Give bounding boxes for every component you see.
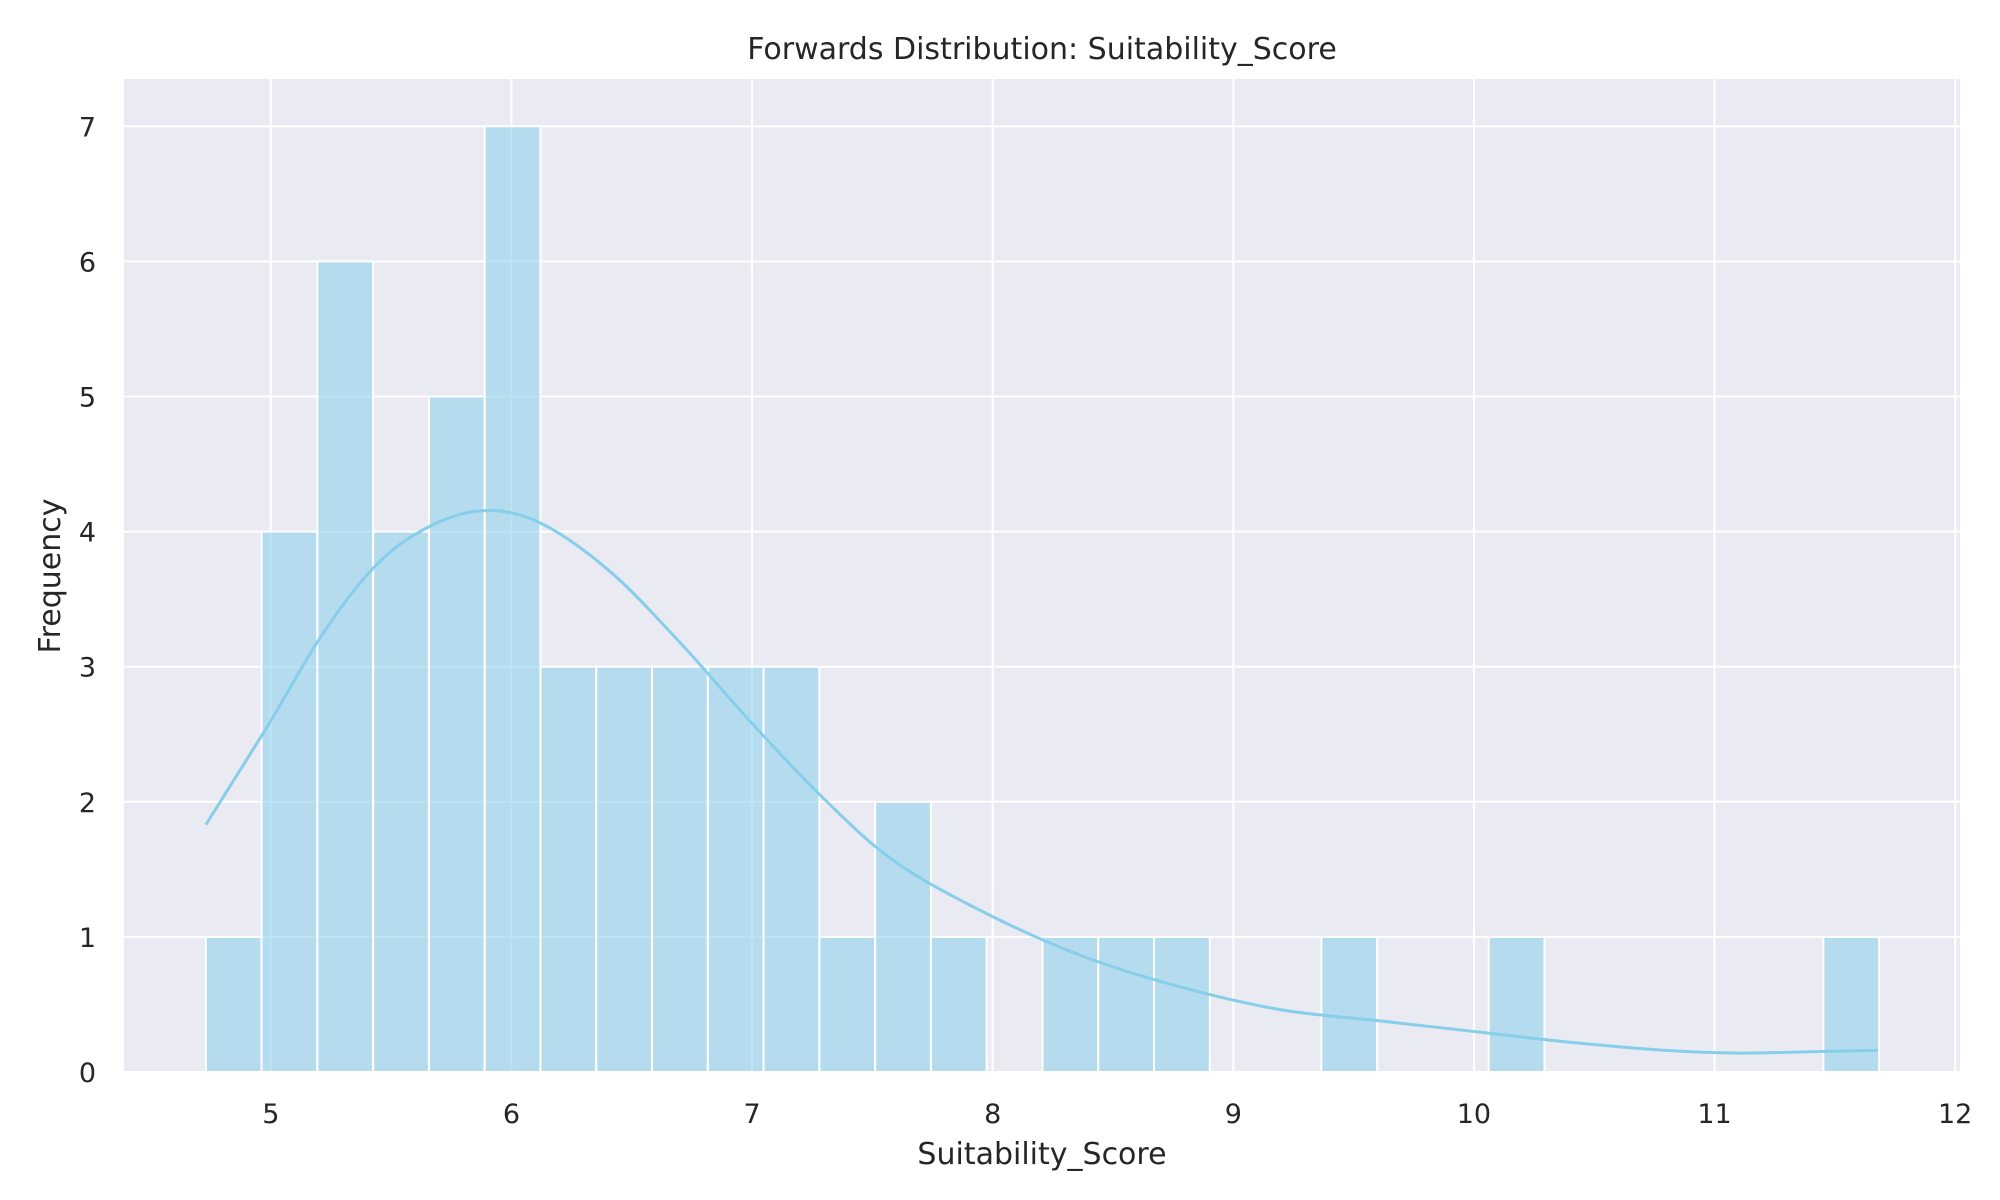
x-tick-label: 12 — [1938, 1099, 1972, 1130]
x-axis-label: Suitability_Score — [917, 1137, 1166, 1172]
x-tick-label: 6 — [503, 1099, 520, 1130]
x-tick-label: 5 — [262, 1099, 279, 1130]
x-tick-labels: 5 6 7 8 9 10 11 12 — [262, 1099, 1972, 1130]
y-tick-label: 1 — [79, 923, 96, 954]
kde-curve — [204, 508, 1879, 1055]
histogram-bar — [1041, 935, 1100, 1073]
histogram-bar — [651, 665, 709, 1073]
y-tick-label: 5 — [79, 382, 96, 413]
x-tick-label: 8 — [984, 1099, 1001, 1130]
histogram-bar — [204, 935, 263, 1073]
y-tick-labels: 0 1 2 3 4 5 6 7 — [79, 112, 96, 1089]
y-axis-label: Frequency — [33, 499, 68, 654]
y-tick-label: 0 — [79, 1058, 96, 1089]
histogram-bar — [427, 395, 486, 1073]
y-tick-label: 6 — [79, 247, 96, 278]
histogram-bar — [874, 800, 932, 1073]
histogram-bar — [316, 260, 375, 1073]
x-tick-label: 10 — [1457, 1099, 1491, 1130]
y-tick-label: 4 — [79, 518, 96, 549]
histogram-bar — [706, 665, 765, 1073]
chart-title: Forwards Distribution: Suitability_Score — [747, 32, 1337, 67]
histogram-bar — [1487, 935, 1546, 1073]
histogram-bar — [483, 125, 542, 1074]
histogram-bar — [539, 665, 598, 1073]
x-tick-label: 7 — [743, 1099, 760, 1130]
histogram-bar — [1097, 935, 1156, 1073]
histogram-bar — [595, 665, 654, 1073]
histogram-bar — [1153, 935, 1211, 1073]
histogram-bar — [372, 530, 430, 1073]
histogram-bar — [818, 935, 877, 1073]
y-tick-label: 7 — [79, 112, 96, 143]
histogram-bar — [762, 665, 821, 1073]
histogram-bar — [929, 935, 988, 1073]
histogram-bar — [260, 530, 319, 1073]
x-tick-label: 11 — [1697, 1099, 1731, 1130]
y-tick-label: 2 — [79, 788, 96, 819]
y-tick-label: 3 — [79, 653, 96, 684]
x-tick-label: 9 — [1225, 1099, 1242, 1130]
histogram-bar — [1320, 935, 1379, 1073]
